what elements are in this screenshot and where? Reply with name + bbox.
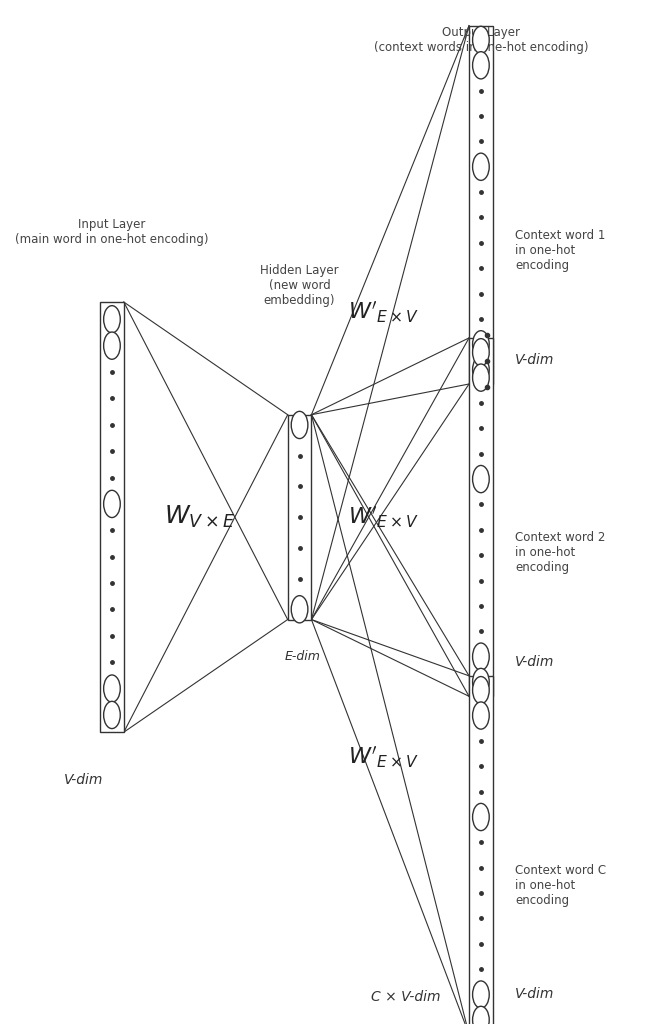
Text: $W_{V \times E}$: $W_{V \times E}$ xyxy=(164,504,235,530)
Text: V-dim: V-dim xyxy=(516,987,555,1001)
Text: $W'_{E \times V}$: $W'_{E \times V}$ xyxy=(348,505,420,529)
Circle shape xyxy=(104,490,120,517)
Circle shape xyxy=(291,596,308,623)
Bar xyxy=(469,676,493,1024)
Circle shape xyxy=(472,677,489,703)
Circle shape xyxy=(104,306,120,333)
Circle shape xyxy=(472,339,489,366)
Circle shape xyxy=(472,364,489,391)
Circle shape xyxy=(472,27,489,53)
Text: V-dim: V-dim xyxy=(516,353,555,368)
Text: $W'_{E \times V}$: $W'_{E \times V}$ xyxy=(348,300,420,325)
Text: V-dim: V-dim xyxy=(516,655,555,670)
Circle shape xyxy=(472,669,489,695)
Circle shape xyxy=(472,981,489,1009)
Bar xyxy=(469,26,493,384)
Circle shape xyxy=(472,154,489,180)
Bar xyxy=(288,415,312,620)
Text: V-dim: V-dim xyxy=(64,773,104,787)
Text: Context word 2
in one-hot
encoding: Context word 2 in one-hot encoding xyxy=(516,531,605,574)
Circle shape xyxy=(472,1007,489,1024)
Circle shape xyxy=(104,332,120,359)
Bar xyxy=(100,302,124,732)
Text: Context word C
in one-hot
encoding: Context word C in one-hot encoding xyxy=(516,864,606,907)
Text: $W'_{E \times V}$: $W'_{E \times V}$ xyxy=(348,745,420,770)
Circle shape xyxy=(472,701,489,729)
Circle shape xyxy=(472,51,489,79)
Text: Input Layer
(main word in one-hot encoding): Input Layer (main word in one-hot encodi… xyxy=(15,218,209,246)
Circle shape xyxy=(104,701,120,729)
Circle shape xyxy=(104,675,120,702)
Circle shape xyxy=(291,412,308,438)
Text: E-dim: E-dim xyxy=(285,650,321,664)
Bar xyxy=(469,338,493,696)
Text: Hidden Layer
(new word
embedding): Hidden Layer (new word embedding) xyxy=(260,264,339,307)
Circle shape xyxy=(472,356,489,383)
Text: C × V-dim: C × V-dim xyxy=(371,989,441,1004)
Text: Context word 1
in one-hot
encoding: Context word 1 in one-hot encoding xyxy=(516,229,605,272)
Circle shape xyxy=(472,643,489,671)
Circle shape xyxy=(472,331,489,358)
Circle shape xyxy=(472,804,489,830)
Text: Output Layer
(context words in one-hot encoding): Output Layer (context words in one-hot e… xyxy=(374,26,588,53)
Circle shape xyxy=(472,466,489,493)
